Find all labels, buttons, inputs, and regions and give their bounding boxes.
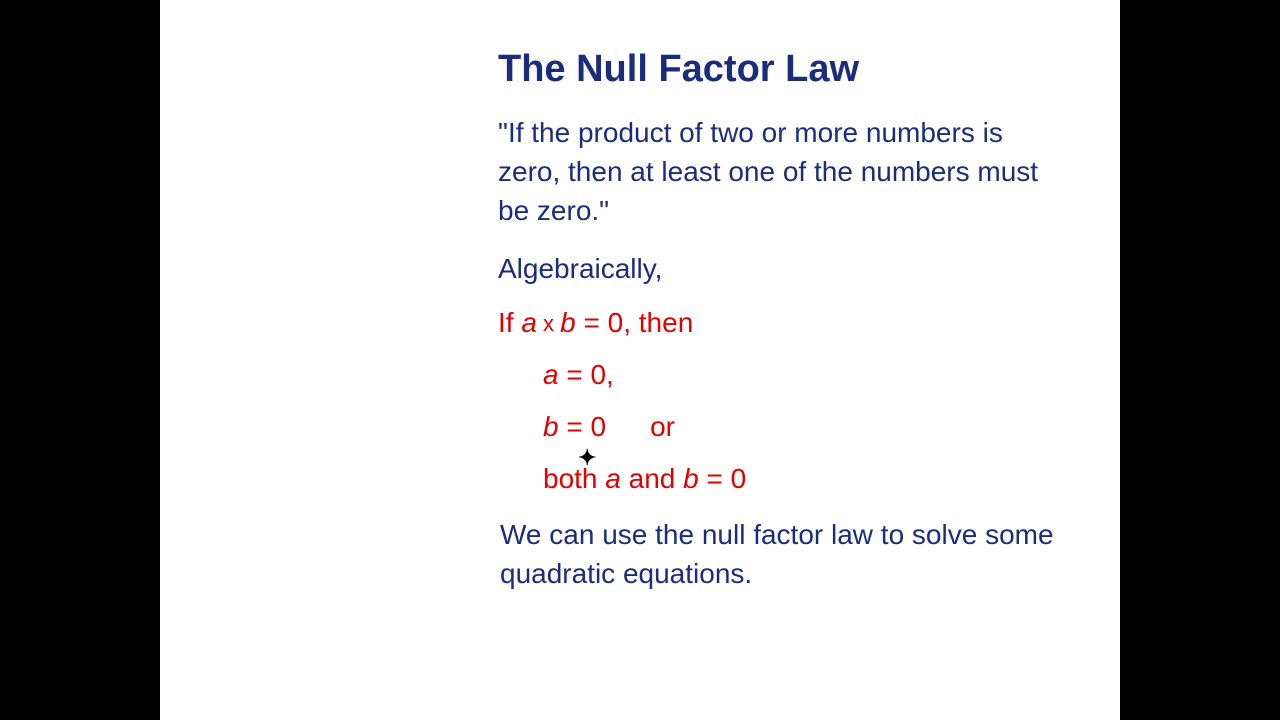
- and-word: and: [621, 463, 683, 494]
- var-b-3: b: [683, 463, 699, 494]
- both-word: both: [543, 463, 605, 494]
- slide-title: The Null Factor Law: [498, 48, 1060, 91]
- if-prefix: If: [498, 307, 521, 338]
- var-a-3: a: [605, 463, 621, 494]
- or-word: or: [650, 411, 675, 442]
- eq-zero-comma: = 0,: [559, 359, 614, 390]
- conclusion-text: We can use the null factor law to solve …: [500, 515, 1060, 593]
- slide-canvas: The Null Factor Law "If the product of t…: [160, 0, 1120, 720]
- var-a: a: [521, 307, 537, 338]
- var-b-2: b: [543, 411, 559, 442]
- both-line: both a and b = 0: [498, 463, 1060, 495]
- b-equals-zero-line: b = 0 or: [498, 411, 1060, 443]
- times-symbol: x: [537, 311, 560, 336]
- a-equals-zero-line: a = 0,: [498, 359, 1060, 391]
- algebraically-label: Algebraically,: [498, 253, 1060, 285]
- definition-quote: "If the product of two or more numbers i…: [498, 113, 1060, 231]
- eq-zero-b: = 0: [559, 411, 606, 442]
- eq-zero-both: = 0: [699, 463, 746, 494]
- var-a-2: a: [543, 359, 559, 390]
- conclusion-block: We can use the null factor law to solve …: [160, 515, 1120, 593]
- eq-zero-then: = 0, then: [576, 307, 694, 338]
- if-line: If a x b = 0, then: [498, 307, 1060, 339]
- var-b: b: [560, 307, 576, 338]
- slide-content: The Null Factor Law "If the product of t…: [160, 48, 1120, 495]
